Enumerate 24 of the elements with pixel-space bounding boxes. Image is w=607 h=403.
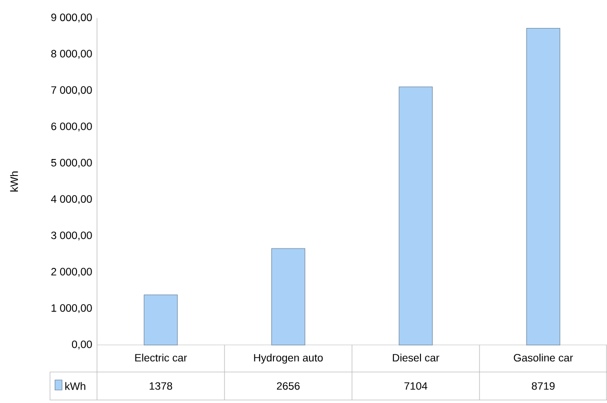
- y-axis-title: kWh: [10, 172, 18, 192]
- y-tick-label: 6 000,00: [51, 122, 92, 132]
- y-tick-label: 0,00: [72, 340, 92, 350]
- x-tick-label: Diesel car: [392, 354, 440, 362]
- bar: [526, 28, 560, 346]
- y-tick-label: 8 000,00: [51, 50, 92, 59]
- bar: [398, 86, 433, 346]
- bar: [144, 294, 178, 346]
- bar: [271, 248, 306, 346]
- x-tick-label: Electric car: [135, 354, 187, 362]
- x-tick-label: Gasoline car: [514, 354, 573, 362]
- x-tick-label: Hydrogen auto: [254, 354, 323, 364]
- y-tick-label: 1 000,00: [52, 304, 92, 314]
- data-label: 2656: [276, 382, 300, 390]
- y-tick-label: 4 000,00: [51, 195, 92, 204]
- data-label: 8719: [532, 382, 555, 390]
- y-tick-label: 3 000,00: [51, 232, 92, 240]
- y-tick-label: 7 000,00: [51, 86, 92, 96]
- data-label: 7104: [404, 382, 428, 390]
- legend-label: kWh: [65, 382, 86, 390]
- data-label: 1378: [150, 382, 172, 390]
- y-tick-label: 9 000,00: [51, 14, 92, 22]
- y-tick-label: 2 000,00: [51, 268, 92, 277]
- y-tick-label: 5 000,00: [51, 158, 92, 168]
